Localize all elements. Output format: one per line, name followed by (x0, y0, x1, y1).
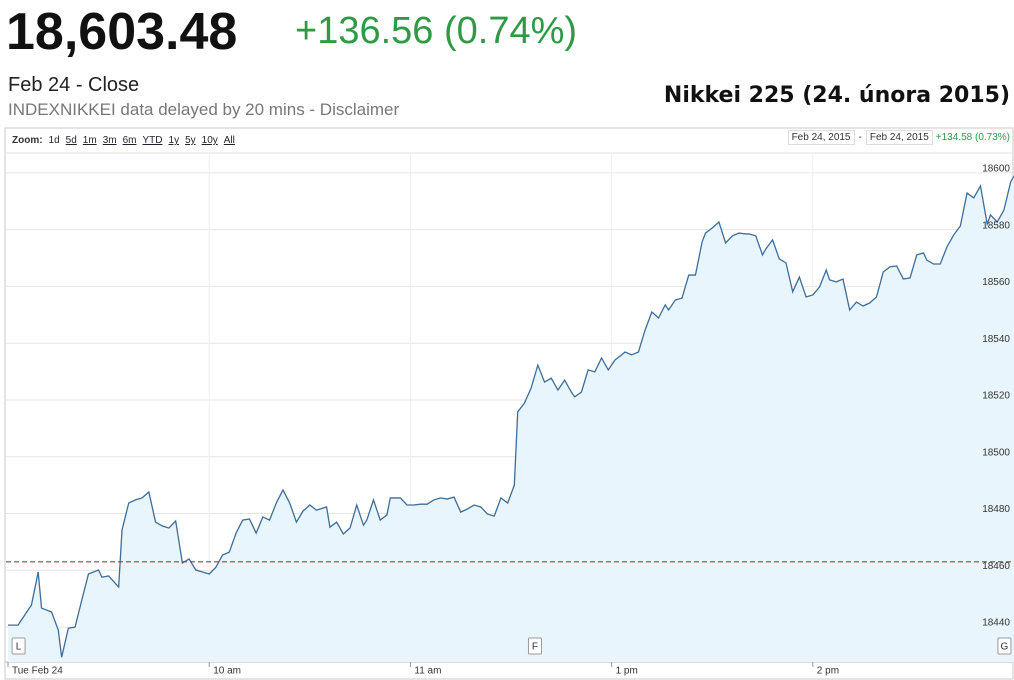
range-end: Feb 24, 2015 (865, 130, 933, 145)
y-tick-label: 18540 (982, 334, 1010, 345)
flag (11, 637, 26, 655)
close-label: Feb 24 - Close (8, 74, 140, 96)
zoom-option[interactable]: 3m (102, 135, 117, 146)
x-tick-label: 10 am (213, 666, 241, 677)
x-tick-label: Tue Feb 24 (12, 666, 63, 677)
zoom-label: Zoom: (12, 135, 43, 146)
price: 18,603.48 (6, 3, 238, 61)
range-start: Feb 24, 2015 (787, 130, 855, 145)
area-fill (8, 176, 1014, 662)
range-bar: Feb 24, 2015- Feb 24, 2015 +134.58 (0.73%) (787, 130, 1010, 145)
flag-label: F (532, 642, 538, 653)
y-tick-label: 18600 (982, 164, 1010, 175)
y-tick-label: 18440 (982, 618, 1010, 629)
zoom-option[interactable]: 1m (82, 135, 97, 146)
zoom-option[interactable]: YTD (142, 135, 163, 146)
price-change: +136.56 (0.74%) (295, 10, 578, 52)
y-tick-label: 18480 (982, 504, 1010, 515)
range-change: +134.58 (0.73%) (935, 132, 1010, 143)
x-tick-label: 1 pm (616, 666, 638, 677)
x-tick-label: 2 pm (817, 666, 839, 677)
flag (527, 637, 542, 655)
y-tick-label: 18580 (982, 220, 1010, 231)
range-separator: - (858, 132, 862, 143)
zoom-option[interactable]: 6m (122, 135, 137, 146)
y-tick-label: 18520 (982, 391, 1010, 402)
flag-label: G (1001, 642, 1009, 653)
zoom-option[interactable]: All (223, 135, 235, 146)
zoom-bar: Zoom: 1d 5d 1m 3m 6m YTD 1y 5y 10y All (12, 135, 241, 146)
zoom-option[interactable]: 5d (65, 135, 77, 146)
chart-title: Nikkei 225 (24. února 2015) (663, 83, 1010, 108)
y-tick-label: 18460 (982, 561, 1010, 572)
zoom-option[interactable]: 1d (48, 135, 60, 146)
x-tick-label: 11 am (414, 666, 441, 677)
zoom-option[interactable]: 10y (201, 135, 218, 146)
price-line (8, 175, 1014, 658)
flag-label: L (16, 642, 22, 653)
zoom-option[interactable]: 1y (168, 135, 180, 146)
y-tick-label: 18500 (982, 447, 1010, 458)
source-note: INDEXNIKKEI data delayed by 20 mins - Di… (8, 100, 400, 119)
y-tick-label: 18560 (982, 277, 1010, 288)
flag (997, 637, 1012, 655)
zoom-option[interactable]: 5y (185, 135, 196, 146)
